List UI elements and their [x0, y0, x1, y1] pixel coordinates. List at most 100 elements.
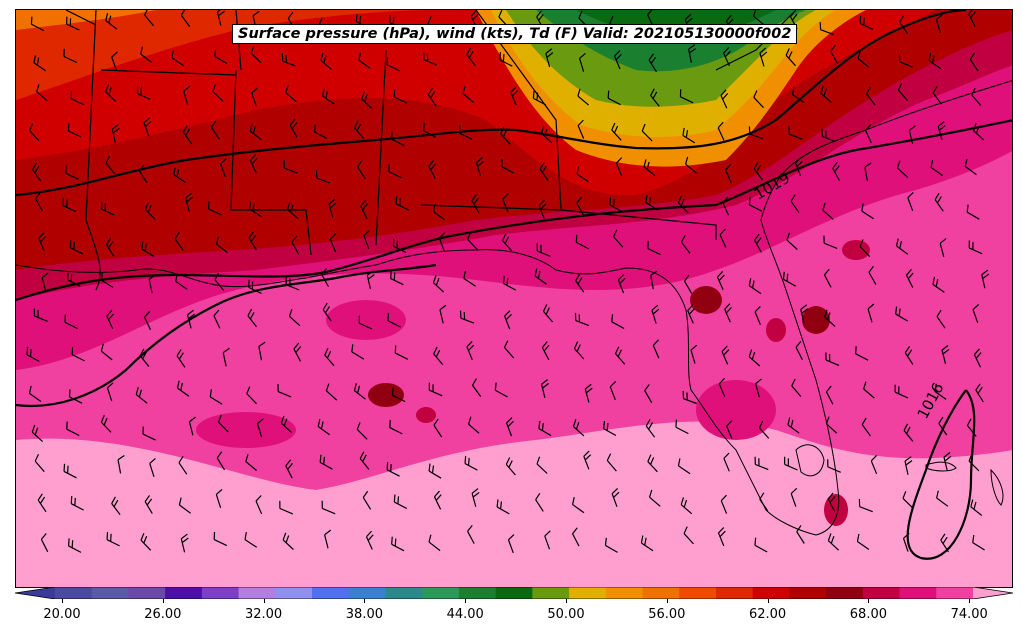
wind-barb-flag: [726, 420, 733, 427]
wind-barb-flag: [185, 128, 191, 136]
wind-barb-shaft: [62, 204, 76, 213]
wind-barb-flag: [329, 202, 337, 209]
wind-barb-flag: [67, 538, 70, 547]
wind-barb-flag: [650, 457, 655, 465]
wind-barb: [755, 378, 762, 398]
wind-barb: [503, 340, 515, 359]
wind-barb-flag: [62, 197, 65, 206]
wind-barb-flag: [753, 161, 759, 170]
wind-barb-flag: [140, 532, 145, 541]
wind-barb-shaft: [719, 234, 727, 248]
wind-barb-flag: [650, 88, 655, 96]
coastline: [16, 80, 1012, 536]
wind-barb-shaft: [256, 423, 263, 438]
wind-barb-shaft: [505, 422, 513, 437]
wind-barb-flag: [652, 91, 658, 99]
wind-barb-shaft: [365, 536, 373, 550]
wind-barb-shaft: [423, 59, 438, 66]
wind-barb-shaft: [969, 247, 983, 255]
wind-barb: [183, 85, 191, 105]
wind-barb-flag: [141, 241, 144, 250]
wind-barb-flag: [173, 167, 176, 175]
wind-barb-shaft: [393, 245, 407, 253]
wind-barb-flag: [388, 164, 390, 172]
wind-barb-shaft: [969, 59, 979, 72]
wind-barb-flag: [906, 426, 911, 434]
wind-barb-shaft: [823, 242, 838, 249]
wind-barb: [325, 383, 338, 401]
wind-barb-flag: [825, 416, 830, 425]
wind-barb-flag: [830, 44, 836, 52]
wind-barb-flag: [66, 421, 68, 430]
wind-barb-flag: [857, 51, 861, 59]
wind-barb-flag: [819, 22, 822, 30]
wind-barb-flag: [252, 10, 260, 17]
wind-barb-shaft: [63, 470, 77, 479]
wind-barb: [215, 236, 228, 254]
wind-barb-shaft: [289, 315, 301, 327]
wind-barb: [100, 414, 112, 433]
wind-barb-shaft: [576, 202, 585, 216]
wind-barb-shaft: [173, 174, 186, 183]
wind-barb: [248, 279, 262, 294]
wind-barb-flag: [907, 191, 914, 199]
wind-barb: [214, 48, 228, 64]
wind-barb-shaft: [31, 23, 45, 32]
wind-barb: [248, 231, 257, 251]
wind-barb-shaft: [64, 321, 78, 330]
wind-barb-flag: [645, 419, 651, 427]
wind-barb-flag: [287, 463, 293, 470]
wind-barb-flag: [577, 119, 584, 127]
wind-barb-flag: [144, 202, 149, 210]
wind-barb-flag: [329, 233, 337, 240]
wind-barb-flag: [319, 454, 322, 463]
wind-barb: [964, 158, 977, 176]
wind-barb: [896, 160, 909, 178]
wind-barb-flag: [39, 236, 47, 243]
wind-barb-flag: [788, 51, 793, 59]
wind-barb-flag: [174, 232, 180, 240]
wind-barb-flag: [614, 346, 620, 354]
wind-barb-shaft: [680, 504, 693, 515]
wind-barb: [433, 490, 442, 510]
wind-barb-flag: [936, 196, 942, 204]
wind-barb-flag: [251, 281, 254, 290]
wind-barb-flag: [66, 465, 69, 474]
wind-barb-flag: [648, 422, 653, 430]
wind-barb-flag: [686, 17, 693, 24]
wind-barb-flag: [830, 536, 835, 544]
wind-barb-shaft: [358, 59, 371, 69]
wind-barb-flag: [645, 194, 648, 203]
wind-barb-flag: [536, 10, 542, 18]
wind-barb-shaft: [832, 167, 840, 181]
wind-barb-flag: [795, 157, 802, 164]
wind-barb-shaft: [537, 250, 551, 257]
border-tx-la: [85, 219, 101, 291]
wind-barb-flag: [827, 533, 832, 541]
wind-barb-flag: [357, 385, 361, 394]
isobar-1016: [906, 389, 976, 560]
wind-barb-flag: [288, 308, 293, 317]
wind-barb: [217, 414, 229, 433]
wind-barb: [908, 125, 916, 145]
wind-barb-flag: [426, 53, 429, 62]
wind-barb-flag: [140, 87, 142, 96]
wind-barb-shaft: [111, 503, 121, 516]
wind-barb-flag: [68, 389, 71, 397]
wind-barb-flag: [827, 459, 829, 467]
wind-barb-flag: [105, 84, 110, 92]
wind-barb-flag: [467, 524, 473, 532]
wind-barb-flag: [541, 423, 544, 431]
wind-barb: [499, 52, 513, 67]
wind-barb-shaft: [29, 130, 40, 142]
wind-barb-shaft: [386, 469, 400, 477]
wind-barb-shaft: [683, 533, 694, 545]
wind-barb: [324, 347, 335, 366]
wind-barb-flag: [863, 17, 865, 26]
wind-barb: [898, 54, 913, 68]
wind-barb-flag: [536, 243, 538, 252]
wind-barb: [471, 488, 480, 507]
wind-barb: [136, 86, 151, 100]
wind-barb-shaft: [463, 278, 476, 287]
wind-barb-flag: [393, 89, 396, 98]
